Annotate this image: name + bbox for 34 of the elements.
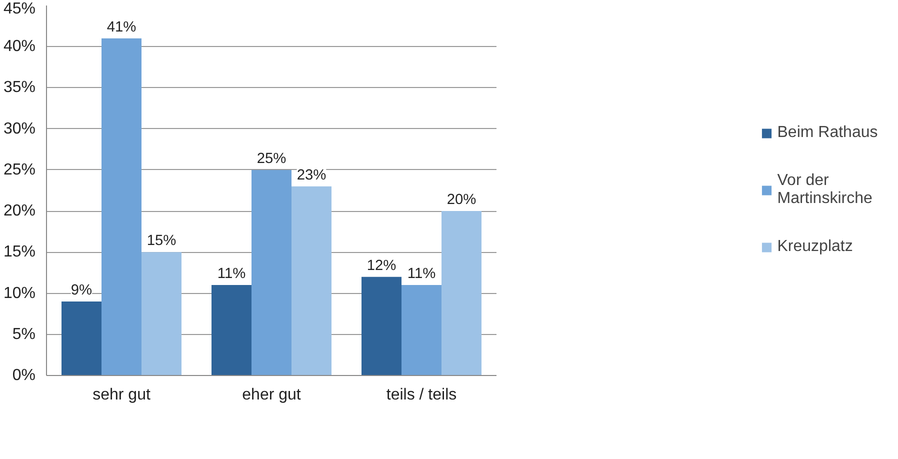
data-label: 23% — [296, 167, 326, 184]
bar — [362, 276, 402, 376]
data-label: 9% — [70, 282, 92, 298]
bar — [142, 252, 182, 376]
bar — [212, 285, 252, 376]
legend-label: Vor der Martinskirche — [777, 172, 872, 208]
x-tick-label: sehr gut — [92, 386, 151, 404]
legend-label: Beim Rathaus — [777, 124, 878, 142]
legend-label: Kreuzplatz — [777, 238, 853, 256]
bar — [402, 285, 442, 376]
y-tick-label: 30% — [3, 120, 36, 138]
y-tick-label: 40% — [3, 38, 36, 56]
y-tick-label: 0% — [12, 367, 36, 384]
bar — [102, 38, 142, 376]
y-tick-label: 20% — [3, 202, 36, 220]
y-tick-label: 35% — [3, 79, 36, 96]
bar — [442, 211, 482, 376]
y-tick-label: 10% — [3, 284, 36, 302]
x-tick-label: eher gut — [242, 386, 302, 404]
y-tick-label: 25% — [3, 161, 36, 178]
y-tick-label: 5% — [12, 326, 36, 343]
data-label: 41% — [106, 19, 136, 36]
bar — [252, 170, 292, 376]
data-label: 12% — [366, 258, 396, 274]
data-label: 20% — [446, 192, 476, 208]
bar — [62, 302, 102, 376]
data-label: 25% — [256, 150, 286, 167]
x-tick-label: teils / teils — [386, 386, 457, 404]
data-label: 11% — [407, 266, 436, 282]
data-label: 15% — [146, 233, 176, 250]
y-tick-label: 45% — [3, 0, 36, 18]
bar — [292, 186, 332, 376]
y-tick-label: 15% — [3, 244, 36, 261]
data-label: 11% — [217, 266, 246, 282]
